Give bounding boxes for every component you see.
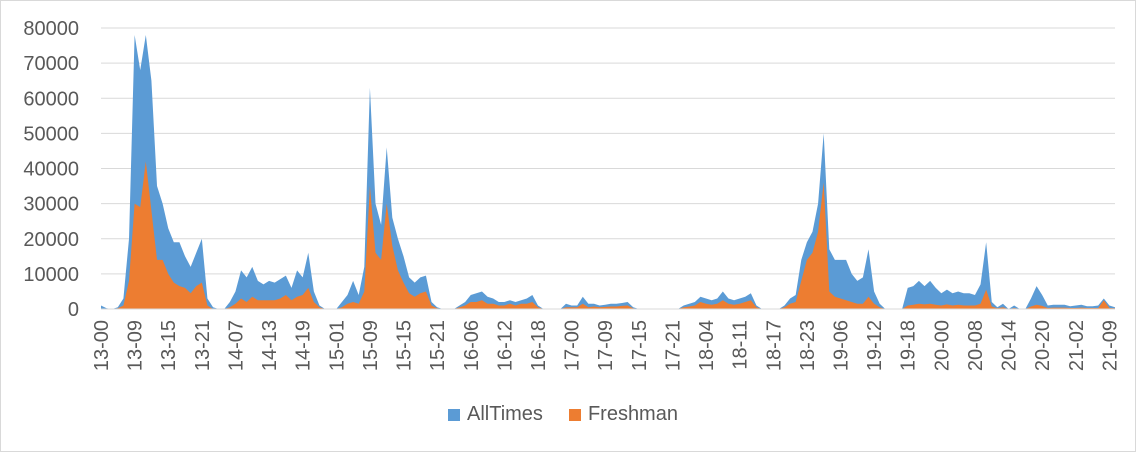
x-tick-label: 18-17 [763, 320, 785, 371]
x-tick-label: 13-15 [158, 320, 180, 371]
x-tick-label: 21-15 [1133, 320, 1135, 371]
x-tick-label: 15-09 [360, 320, 382, 371]
legend-swatch-alltimes [448, 408, 460, 421]
y-tick-label: 40000 [23, 159, 79, 181]
y-tick-label: 60000 [23, 88, 79, 110]
x-tick-label: 13-09 [125, 320, 147, 371]
y-tick-label: 0 [68, 299, 79, 321]
x-tick-label: 13-21 [192, 320, 214, 371]
x-tick-label: 18-23 [797, 320, 819, 371]
y-tick-label: 80000 [23, 18, 79, 40]
y-tick-label: 50000 [23, 123, 79, 145]
x-tick-label: 20-00 [931, 320, 953, 371]
x-tick-label: 19-18 [898, 320, 920, 371]
x-tick-label: 14-07 [225, 320, 247, 371]
x-tick-label: 20-08 [965, 320, 987, 371]
x-tick-label: 15-15 [394, 320, 416, 371]
x-tick-label: 19-06 [830, 320, 852, 371]
x-tick-label: 21-09 [1099, 320, 1121, 371]
x-tick-label: 15-21 [427, 320, 449, 371]
y-tick-label: 20000 [23, 229, 79, 251]
x-tick-label: 14-19 [293, 320, 315, 371]
x-tick-label: 21-02 [1066, 320, 1088, 371]
plot-areas [101, 35, 1115, 309]
y-tick-label: 30000 [23, 194, 79, 216]
x-tick-label: 16-18 [528, 320, 550, 371]
x-tick-label: 17-15 [629, 320, 651, 371]
x-tick-label: 15-01 [326, 320, 348, 371]
legend-item-freshman: Freshman [568, 403, 678, 426]
x-tick-label: 18-04 [696, 320, 718, 371]
y-tick-label: 70000 [23, 53, 79, 75]
x-tick-label: 16-12 [494, 320, 516, 371]
legend: AllTimes Freshman [448, 403, 704, 426]
legend-swatch-freshman [568, 408, 581, 421]
y-axis: 0 10000 20000 30000 40000 50000 60000 70000 8000… [23, 18, 79, 321]
y-tick-label: 10000 [23, 264, 79, 286]
x-tick-label: 20-14 [999, 320, 1021, 371]
x-tick-label: 19-12 [864, 320, 886, 371]
x-tick-label: 14-13 [259, 320, 281, 371]
x-tick-label: 16-06 [461, 320, 483, 371]
x-tick-label: 20-20 [1032, 320, 1054, 371]
legend-label-alltimes: AllTimes [467, 403, 543, 425]
gridlines [101, 27, 1115, 310]
area-series-alltimes [101, 35, 1115, 309]
x-axis: 13-00 13-09 13-15 13-21 14-07 14-13 14-19 15-01… [91, 308, 1135, 371]
legend-item-alltimes: AllTimes [448, 403, 543, 426]
x-tick-label: 17-21 [662, 320, 684, 371]
x-tick-label: 13-00 [91, 320, 113, 371]
area-series-freshman [101, 161, 1115, 309]
legend-label-freshman: Freshman [587, 403, 678, 425]
x-tick-label: 17-00 [562, 320, 584, 371]
x-tick-label: 17-09 [595, 320, 617, 371]
area-chart: 0 10000 20000 30000 40000 50000 60000 70000 8000… [23, 18, 1135, 371]
x-tick-label: 18-11 [730, 320, 752, 370]
